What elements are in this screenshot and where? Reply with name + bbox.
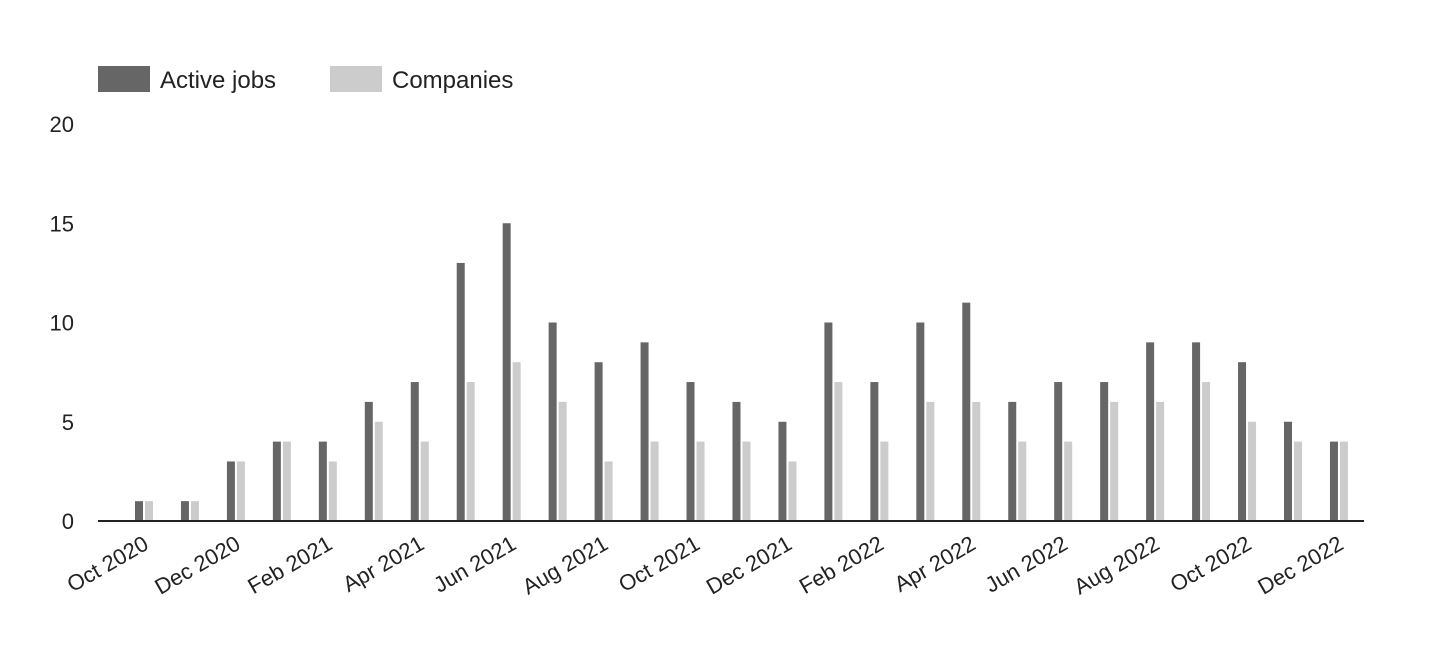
bar-companies-nov-2022 (1294, 441, 1302, 521)
bar-companies-jul-2022 (1110, 401, 1119, 521)
bar-active-jobs-feb-2021 (318, 441, 327, 521)
bar-companies-feb-2022 (880, 441, 889, 521)
bar-companies-jan-2022 (834, 382, 843, 521)
bar-active-jobs-may-2021 (456, 262, 465, 521)
x-tick-label: Oct 2021 (614, 531, 704, 597)
legend: Active jobs Companies (98, 66, 513, 94)
bar-active-jobs-oct-2022 (1238, 362, 1247, 521)
x-tick-label: Oct 2020 (63, 531, 153, 597)
bar-active-jobs-nov-2022 (1284, 421, 1292, 521)
bar-companies-mar-2022 (926, 401, 935, 521)
bar-companies-dec-2021 (788, 461, 797, 521)
x-tick-label: Apr 2022 (890, 531, 980, 597)
bar-companies-jun-2022 (1064, 441, 1073, 521)
bar-active-jobs-apr-2021 (410, 382, 419, 521)
bar-companies-aug-2022 (1156, 401, 1165, 521)
bar-active-jobs-dec-2021 (778, 421, 787, 521)
bar-active-jobs-jan-2021 (272, 441, 281, 521)
y-tick-label: 20 (50, 112, 74, 137)
bar-active-jobs-dec-2022 (1329, 441, 1338, 521)
bar-active-jobs-mar-2021 (364, 401, 373, 521)
bar-companies-sep-2021 (650, 441, 659, 521)
bar-companies-oct-2022 (1248, 421, 1257, 521)
y-axis: 0 5 10 15 20 (50, 112, 74, 534)
bar-active-jobs-jul-2021 (548, 322, 557, 521)
bars (135, 223, 1348, 521)
bar-active-jobs-jun-2021 (502, 223, 511, 521)
x-tick-label: Oct 2022 (1166, 531, 1256, 597)
bar-companies-jan-2021 (282, 441, 291, 521)
bar-active-jobs-jan-2022 (824, 322, 833, 521)
bar-active-jobs-jul-2022 (1100, 382, 1109, 521)
x-tick-label: Dec 2020 (150, 531, 244, 600)
bar-companies-dec-2020 (236, 461, 245, 521)
bar-companies-apr-2021 (420, 441, 429, 521)
bar-companies-may-2022 (1018, 441, 1027, 521)
bar-active-jobs-oct-2021 (686, 382, 695, 521)
bar-active-jobs-aug-2021 (594, 362, 603, 521)
legend-label-active-jobs: Active jobs (160, 67, 276, 94)
bar-active-jobs-jun-2022 (1054, 382, 1063, 521)
bar-companies-mar-2021 (374, 421, 383, 521)
bar-companies-aug-2021 (604, 461, 613, 521)
bar-companies-jul-2021 (558, 401, 567, 521)
y-tick-label: 0 (62, 509, 74, 534)
bar-companies-dec-2022 (1339, 441, 1348, 521)
bar-companies-feb-2021 (328, 461, 337, 521)
bar-active-jobs-mar-2022 (916, 322, 925, 521)
bar-companies-nov-2020 (190, 501, 199, 521)
x-tick-label: Feb 2021 (243, 531, 336, 599)
bar-active-jobs-may-2022 (1008, 401, 1017, 521)
bar-companies-may-2021 (466, 382, 475, 521)
bar-active-jobs-nov-2020 (180, 501, 189, 521)
x-tick-label: Jun 2021 (429, 531, 520, 598)
legend-label-companies: Companies (392, 67, 513, 94)
bar-companies-jun-2021 (512, 362, 521, 521)
bar-companies-oct-2021 (696, 441, 705, 521)
bar-active-jobs-feb-2022 (870, 382, 879, 521)
legend-swatch-companies (330, 66, 382, 92)
bar-active-jobs-oct-2020 (135, 501, 143, 521)
x-tick-label: Dec 2021 (702, 531, 796, 600)
bar-active-jobs-nov-2021 (732, 401, 741, 521)
bar-active-jobs-sep-2021 (640, 342, 649, 521)
x-tick-label: Feb 2022 (795, 531, 888, 599)
x-tick-label: Jun 2022 (981, 531, 1072, 598)
x-tick-label: Aug 2022 (1070, 531, 1164, 600)
y-tick-label: 15 (50, 211, 74, 236)
bar-active-jobs-apr-2022 (962, 302, 971, 521)
x-tick-label: Dec 2022 (1253, 531, 1347, 600)
y-tick-label: 5 (62, 410, 74, 435)
bar-companies-apr-2022 (972, 401, 981, 521)
bar-companies-oct-2020 (145, 501, 153, 521)
y-tick-label: 10 (50, 311, 74, 336)
bar-active-jobs-dec-2020 (226, 461, 235, 521)
legend-swatch-active-jobs (98, 66, 150, 92)
bar-companies-nov-2021 (742, 441, 751, 521)
x-tick-label: Apr 2021 (338, 531, 428, 597)
bar-companies-sep-2022 (1202, 382, 1211, 521)
bar-active-jobs-sep-2022 (1192, 342, 1201, 521)
bar-active-jobs-aug-2022 (1146, 342, 1155, 521)
x-tick-label: Aug 2021 (518, 531, 612, 600)
